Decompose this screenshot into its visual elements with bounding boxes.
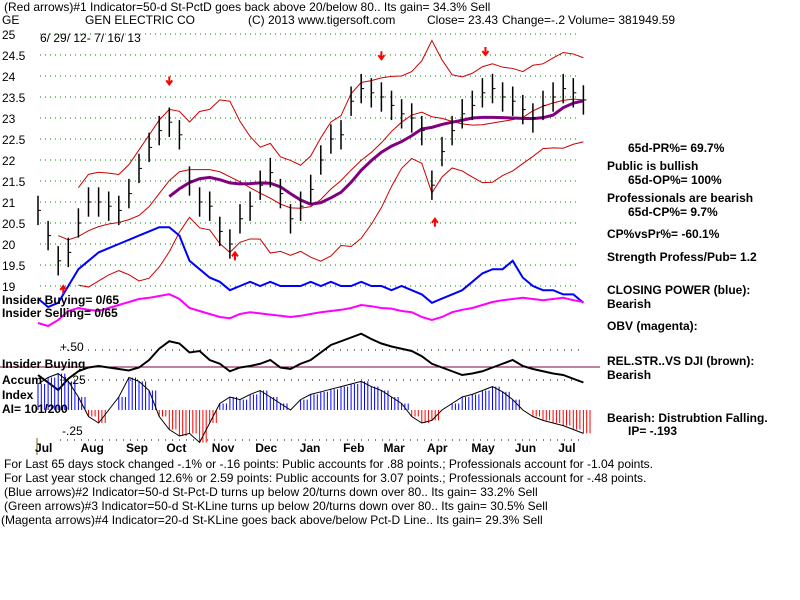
- y-tick-label: 24.5: [2, 49, 26, 63]
- closing-power-line: [37, 226, 585, 309]
- x-tick-label: Jan: [300, 441, 321, 455]
- insider-buying: Insider Buying= 0/65: [2, 293, 120, 307]
- y-tick-label: 20.5: [2, 217, 26, 231]
- y-tick-label: 23: [2, 112, 16, 126]
- y-tick-label: 21.5: [2, 175, 26, 189]
- x-tick-label: Nov: [212, 441, 235, 455]
- cpvspr-value: CP%vsPr%= -60.1%: [607, 227, 720, 241]
- x-tick-label: Mar: [384, 441, 406, 455]
- sell-arrow-icon: [481, 47, 490, 57]
- cp-value: 65d-CP%= 9.7%: [628, 205, 718, 219]
- sell-arrow-icon: [377, 51, 386, 61]
- y-tick-label: 19.5: [2, 259, 26, 273]
- buy-arrow-icon: [431, 217, 439, 227]
- y-tick-label: 21: [2, 196, 16, 210]
- lower-band: [78, 141, 584, 288]
- closing-power-label: CLOSING POWER (blue):: [607, 283, 751, 297]
- y-tick-label: 25: [2, 28, 16, 42]
- y-tick-label: 24: [2, 70, 16, 84]
- signal-1-text: (Red arrows)#1 Indicator=50-d St-PctD go…: [4, 0, 491, 14]
- change-value: Change=-.2: [502, 13, 566, 27]
- strength-value: Strength Profess/Pub= 1.2: [607, 250, 757, 264]
- date-range: 6/ 29/ 12- 7/ 16/ 13: [40, 31, 141, 45]
- footer-line-3: (Blue arrows)#2 Indicator=50-d St-Pct-D …: [4, 485, 538, 499]
- closing-power-status: Bearish: [607, 297, 652, 311]
- footer-line-1: For Last 65 days stock changed -.1% or -…: [4, 457, 654, 471]
- public-status: Public is bullish: [607, 159, 699, 173]
- obv-line: [37, 293, 584, 328]
- x-tick-label: Oct: [166, 441, 186, 455]
- y-tick-label: 22.5: [2, 133, 26, 147]
- footer-line-4: (Green arrows)#3 Indicator=50-d St-KLine…: [4, 499, 548, 513]
- level-plus50: +.50: [60, 340, 84, 354]
- ma-50: [168, 99, 584, 206]
- obv-label: OBV (magenta):: [607, 319, 698, 333]
- upper-band: [78, 39, 584, 189]
- volume-value: Volume= 381949.59: [568, 13, 676, 27]
- x-tick-label: Jul: [35, 441, 52, 455]
- buy-arrow-icon: [59, 284, 68, 294]
- x-tick-label: May: [471, 441, 495, 455]
- sell-arrow-icon: [165, 76, 174, 87]
- footer-line-2: For Last year stock changed 12.6% or 2.5…: [4, 471, 647, 485]
- rel-strength-line: [37, 332, 584, 392]
- ma-21: [58, 98, 584, 241]
- ai-value: AI= 101/200: [2, 402, 68, 416]
- company-name: GEN ELECTRIC CO: [85, 13, 196, 27]
- x-tick-label: Jun: [515, 441, 536, 455]
- relstr-label: REL.STR..VS DJI (brown):: [607, 354, 755, 368]
- close-value: Close= 23.43: [427, 13, 499, 27]
- level-plus25: +.25: [62, 373, 86, 387]
- level-minus25: -.25: [62, 424, 83, 438]
- pr-value: 65d-PR%= 69.7%: [628, 141, 725, 155]
- y-tick-label: 23.5: [2, 91, 26, 105]
- x-tick-label: Apr: [427, 441, 448, 455]
- insider-buying-2: Insider Buying: [2, 357, 86, 371]
- ip-value: IP= -.193: [628, 424, 678, 438]
- x-tick-label: Feb: [343, 441, 364, 455]
- buy-arrow-icon: [231, 250, 239, 261]
- x-tick-label: Sep: [126, 441, 148, 455]
- x-tick-label: Dec: [255, 441, 277, 455]
- relstr-status: Bearish: [607, 368, 652, 382]
- index-label: Index: [2, 388, 34, 402]
- accum-line: [37, 373, 584, 444]
- footer-line-5: (Magenta arrows)#4 Indicator=20-d St-KLi…: [1, 513, 543, 527]
- ticker: GE: [2, 13, 20, 27]
- professionals-status: Professionals are bearish: [607, 191, 754, 205]
- ai-status: Bearish: Distrubtion Falling.: [607, 411, 768, 425]
- y-tick-label: 22: [2, 154, 16, 168]
- x-tick-label: Jul: [558, 441, 575, 455]
- op-value: 65d-OP%= 100%: [628, 173, 722, 187]
- x-tick-label: Aug: [81, 441, 104, 455]
- accum-label: Accum: [2, 373, 43, 387]
- y-tick-label: 20: [2, 238, 16, 252]
- insider-selling: Insider Selling= 0/65: [2, 306, 118, 320]
- y-tick-label: 19: [2, 280, 16, 294]
- copyright: (C) 2013 www.tigersoft.com: [248, 13, 396, 27]
